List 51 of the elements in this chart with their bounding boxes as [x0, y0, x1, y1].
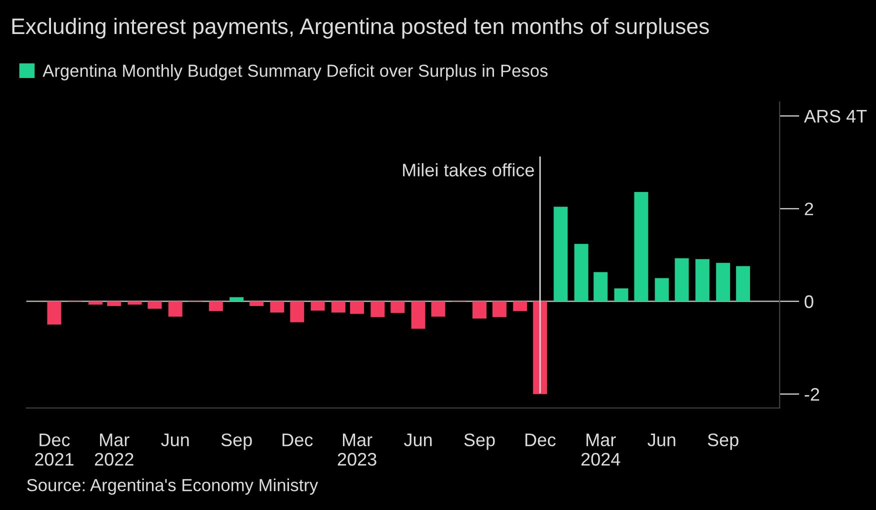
bar	[331, 301, 346, 312]
bar	[674, 258, 689, 302]
bar	[431, 301, 446, 317]
bar	[88, 301, 102, 305]
bar	[634, 192, 648, 302]
x-tick-label: Dec	[282, 434, 313, 446]
x-tick-label: Jun	[648, 434, 676, 446]
bar	[250, 301, 264, 306]
bar	[168, 301, 182, 317]
legend-label: Argentina Monthly Budget Summary Deficit over Surplus in Pesos	[42, 64, 548, 80]
ref-line-label: Milei takes office	[403, 163, 534, 176]
x-tick-label: Sep	[464, 433, 495, 450]
bar	[472, 301, 486, 319]
x-tick-label: Mar 2024	[581, 434, 620, 466]
bar	[47, 301, 62, 325]
x-tick-label: Dec	[525, 434, 556, 446]
bar	[370, 301, 385, 318]
y-tick-label: 0	[804, 295, 814, 308]
bar	[411, 301, 426, 329]
x-tick-label: Jun	[161, 434, 189, 446]
bar	[654, 278, 669, 302]
bar	[614, 288, 628, 302]
bar	[513, 301, 528, 312]
bar	[128, 301, 142, 305]
x-tick-label: Sep	[708, 433, 738, 450]
bar	[554, 206, 568, 302]
bar	[350, 301, 364, 314]
x-tick-label: Dec 2021	[35, 434, 74, 466]
y-tick-label: -2	[804, 388, 820, 401]
bar	[290, 301, 304, 322]
y-tick-label: ARS 4T	[804, 110, 867, 123]
bar	[148, 301, 162, 309]
x-tick-label: Sep	[221, 433, 252, 450]
bar	[390, 301, 405, 313]
bar	[574, 244, 588, 302]
y-tick-label: 2	[804, 202, 814, 216]
bar	[695, 259, 710, 302]
bar	[736, 266, 750, 302]
x-tick-label: Jun	[404, 434, 432, 446]
chart-title: Excluding interest payments, Argentina posted ten months of surpluses	[12, 18, 709, 39]
source-note: Source: Argentina's Economy Ministry	[27, 478, 318, 495]
bar	[310, 301, 325, 311]
bar	[492, 301, 506, 318]
bar	[594, 272, 608, 302]
x-tick-label: Mar 2023	[338, 434, 376, 466]
bar	[716, 262, 730, 302]
bar	[230, 297, 244, 302]
bar	[208, 301, 223, 312]
x-tick-label: Mar 2022	[94, 434, 134, 466]
bar	[107, 301, 122, 306]
bar	[270, 301, 284, 312]
